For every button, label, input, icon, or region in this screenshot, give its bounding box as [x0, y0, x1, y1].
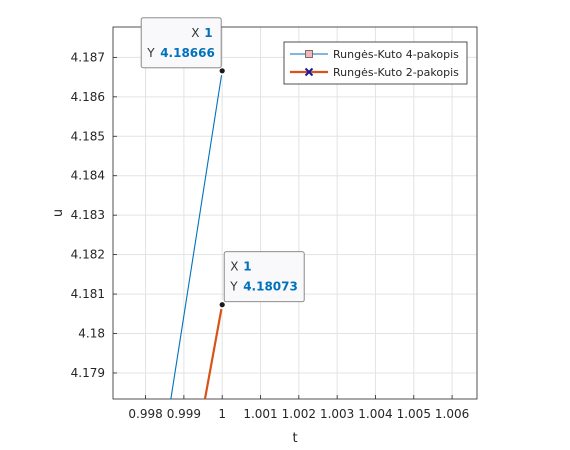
legend-item-2[interactable]: Rungės-Kuto 2-pakopis — [290, 66, 459, 79]
series-lines — [170, 70, 224, 399]
series-line-2 — [203, 304, 224, 399]
y-tick-label: 4.185 — [71, 129, 105, 143]
legend[interactable]: Rungės-Kuto 4-pakopis Rungės-Kuto 2-pakop… — [283, 41, 468, 85]
y-tick-label: 4.186 — [71, 90, 105, 104]
datatip-point — [219, 68, 225, 74]
datatip-points — [217, 66, 227, 310]
x-axis-ticks: 0.998 0.999 1 1.001 1.002 1.003 1.004 1.005 1.00… — [128, 395, 469, 421]
y-axis-label: u — [51, 209, 66, 217]
x-axis-label: t — [292, 431, 297, 446]
series-line-1 — [170, 70, 223, 399]
legend-item-1[interactable]: Rungės-Kuto 4-pakopis — [290, 48, 459, 61]
datatip-2: X 1Y 4.18073 — [223, 251, 305, 303]
legend-box — [283, 41, 468, 85]
x-tick-label: 0.999 — [167, 407, 201, 421]
x-tick-label: 1.004 — [358, 407, 392, 421]
datatip-y-key: Y — [229, 280, 238, 294]
datatip-1: X 1 Y 4.18666 — [140, 17, 222, 69]
x-tick-label: 1.001 — [243, 407, 277, 421]
x-tick-label: 1 — [218, 407, 226, 421]
datatip-x-value: 1 — [243, 260, 251, 274]
y-tick-label: 4.181 — [71, 287, 105, 301]
datatip-x-value: 1 — [204, 26, 212, 40]
y-tick-label: 4.18 — [78, 327, 105, 341]
datatip-y-value: 4.18666 — [160, 46, 215, 60]
datatip-box — [140, 17, 222, 69]
datatip-y-key: Y — [146, 46, 155, 60]
y-tick-label: 4.179 — [71, 366, 105, 380]
legend-square-marker — [305, 50, 313, 58]
y-tick-label: 4.182 — [71, 248, 105, 262]
legend-x-marker — [304, 67, 314, 77]
y-tick-label: 4.183 — [71, 208, 105, 222]
y-tick-label: 4.187 — [71, 50, 105, 64]
x-tick-label: 1.005 — [397, 407, 431, 421]
x-tick-label: 1.006 — [435, 407, 469, 421]
datatip-box — [223, 251, 305, 303]
datatip-y-value: 4.18073 — [243, 280, 298, 294]
legend-label: Rungės-Kuto 4-pakopis — [333, 48, 459, 61]
datatip-point — [219, 302, 225, 308]
x-tick-label: 1.003 — [320, 407, 354, 421]
x-tick-label: 1.002 — [282, 407, 316, 421]
datatip-x-key: X — [191, 26, 199, 40]
y-axis-ticks: 4.179 4.18 4.181 4.182 4.183 4.184 4.185 4.186 4… — [71, 50, 117, 380]
datatip-x-key: X — [230, 260, 238, 274]
x-tick-label: 0.998 — [128, 407, 162, 421]
y-tick-label: 4.184 — [71, 169, 105, 183]
plot-area — [112, 26, 478, 400]
legend-label: Rungės-Kuto 2-pakopis — [333, 66, 459, 79]
